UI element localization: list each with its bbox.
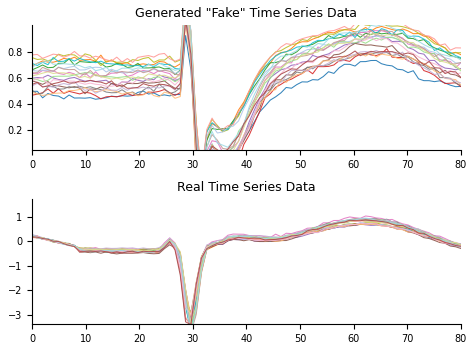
Title: Generated "Fake" Time Series Data: Generated "Fake" Time Series Data xyxy=(136,7,357,20)
Title: Real Time Series Data: Real Time Series Data xyxy=(177,181,316,194)
